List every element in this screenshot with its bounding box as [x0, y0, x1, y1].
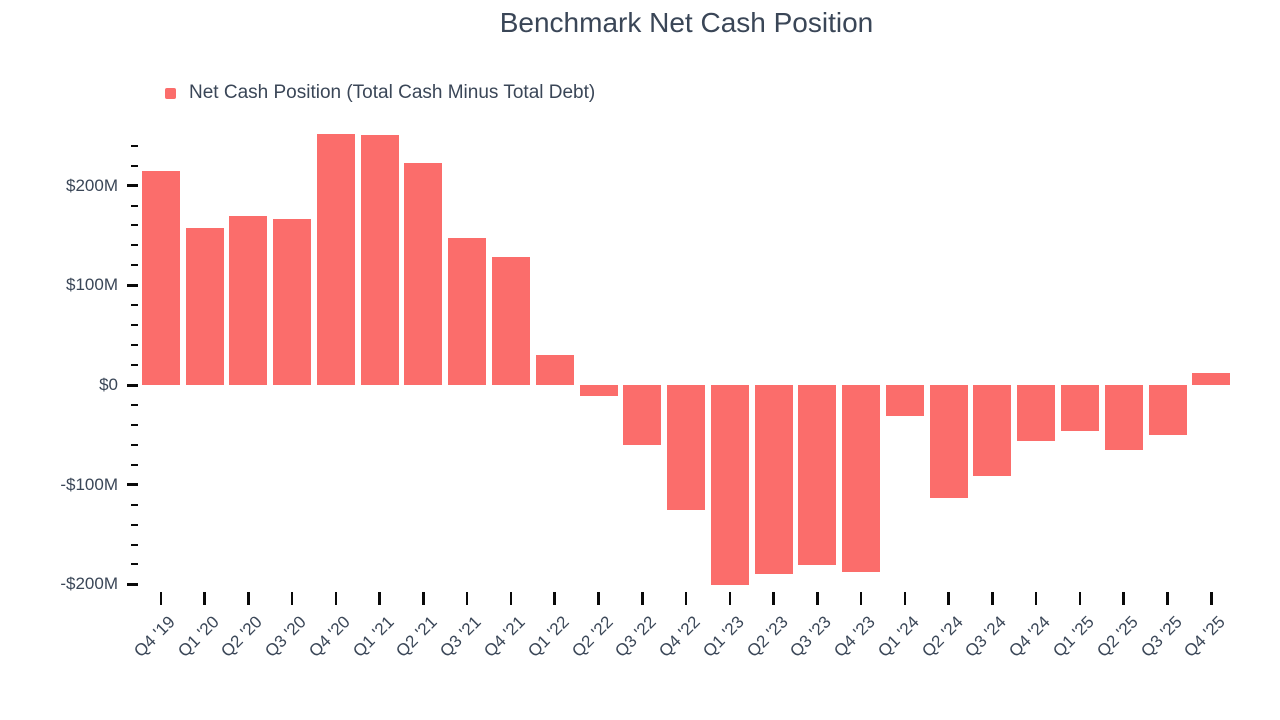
y-axis-tick — [131, 423, 138, 426]
x-axis-tick — [553, 592, 556, 605]
bar-q2-21[interactable] — [404, 162, 443, 385]
x-axis-tick — [465, 592, 469, 605]
bar-q3-23[interactable] — [798, 385, 837, 566]
y-axis-tick — [131, 204, 138, 207]
y-axis-tick — [131, 244, 138, 247]
x-axis-tick — [684, 592, 688, 605]
bar-q2-22[interactable] — [579, 385, 618, 396]
x-axis-tick — [203, 592, 206, 605]
y-axis-tick — [131, 463, 138, 466]
bar-q3-21[interactable] — [448, 238, 487, 385]
y-axis-tick — [131, 523, 138, 526]
y-axis-tick — [131, 344, 138, 347]
x-axis-tick — [641, 592, 644, 605]
legend-swatch-icon — [165, 87, 176, 99]
x-axis-tick — [290, 592, 294, 605]
bar-q4-23[interactable] — [842, 385, 881, 573]
bar-q2-20[interactable] — [229, 215, 268, 385]
x-axis-tick — [597, 592, 600, 605]
bar-q2-23[interactable] — [754, 385, 793, 575]
y-axis-label: -$100M — [60, 474, 118, 494]
chart-title: Benchmark Net Cash Position — [499, 7, 874, 38]
x-axis-tick — [247, 592, 250, 605]
bar-q3-20[interactable] — [273, 219, 312, 385]
x-axis-tick — [378, 592, 381, 605]
y-axis-tick — [127, 283, 138, 287]
bar-q4-24[interactable] — [1017, 385, 1056, 441]
x-axis-tick — [1078, 592, 1082, 605]
bar-q3-25[interactable] — [1148, 385, 1187, 435]
bar-q3-24[interactable] — [973, 385, 1012, 476]
y-axis-tick — [127, 184, 138, 188]
bar-q2-25[interactable] — [1104, 385, 1143, 450]
bar-q2-24[interactable] — [929, 385, 968, 498]
x-axis-tick — [772, 592, 775, 605]
y-axis-tick — [131, 563, 138, 566]
x-axis-tick — [991, 592, 994, 605]
bar-q4-25[interactable] — [1192, 373, 1231, 385]
y-axis-tick — [131, 224, 138, 227]
y-axis-tick — [127, 483, 138, 487]
bar-q3-22[interactable] — [623, 385, 662, 445]
bar-q4-22[interactable] — [667, 385, 706, 510]
bar-q1-20[interactable] — [185, 228, 224, 385]
bar-q4-21[interactable] — [491, 257, 530, 385]
y-axis-label: $0 — [99, 375, 118, 394]
bar-q1-24[interactable] — [885, 385, 924, 416]
x-axis-tick — [1210, 592, 1213, 605]
y-axis-tick — [131, 144, 138, 147]
x-axis-tick — [728, 592, 732, 605]
x-axis-tick — [159, 592, 163, 605]
y-axis-tick — [131, 264, 138, 267]
bar-q1-25[interactable] — [1060, 385, 1099, 431]
x-axis-tick — [1122, 592, 1125, 605]
bar-q4-19[interactable] — [141, 170, 180, 385]
bar-q1-21[interactable] — [360, 134, 399, 385]
legend-item[interactable]: Net Cash Position (Total Cash Minus Tota… — [165, 82, 595, 104]
x-axis-tick — [509, 592, 513, 605]
y-axis-tick — [131, 443, 138, 446]
x-axis-tick — [816, 592, 819, 605]
y-axis-tick — [131, 403, 138, 406]
y-axis-tick — [131, 364, 138, 367]
x-axis-tick — [334, 592, 338, 605]
y-axis-tick — [131, 304, 138, 307]
y-axis-tick — [131, 324, 138, 327]
bar-q1-22[interactable] — [535, 355, 574, 385]
x-axis-tick — [859, 592, 863, 605]
y-axis-tick — [127, 582, 138, 586]
y-axis-label: -$200M — [60, 574, 118, 594]
y-axis-tick — [131, 503, 138, 506]
y-axis-label: $100M — [66, 275, 118, 295]
legend-label: Net Cash Position (Total Cash Minus Tota… — [189, 82, 596, 103]
x-axis-tick — [947, 592, 950, 605]
x-axis-tick — [422, 592, 425, 605]
bar-q4-20[interactable] — [316, 133, 355, 385]
x-axis-tick — [903, 592, 907, 605]
y-axis-label: $200M — [66, 175, 118, 195]
x-axis-tick — [1166, 592, 1169, 605]
bar-q1-23[interactable] — [710, 385, 749, 586]
y-axis-tick — [131, 164, 138, 167]
y-axis-tick — [131, 543, 138, 546]
x-axis-tick — [1034, 592, 1038, 605]
y-axis-tick — [127, 383, 138, 387]
